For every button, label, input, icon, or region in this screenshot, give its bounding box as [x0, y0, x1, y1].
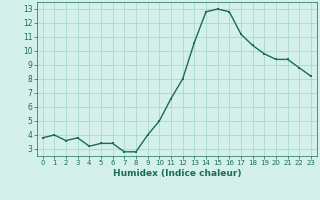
X-axis label: Humidex (Indice chaleur): Humidex (Indice chaleur) [113, 169, 241, 178]
